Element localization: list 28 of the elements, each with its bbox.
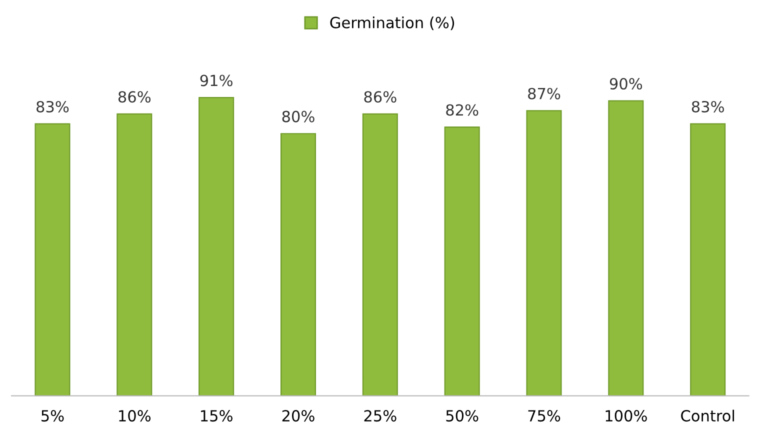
data-label: 90%: [610, 78, 642, 90]
x-tick-label: Control: [681, 410, 734, 422]
data-label: 83%: [692, 100, 724, 112]
data-label: 82%: [446, 104, 478, 116]
bar: [362, 113, 398, 396]
bar: [444, 126, 480, 396]
bar: [690, 123, 726, 396]
bar: [116, 113, 152, 396]
x-tick-label: 25%: [364, 410, 396, 422]
legend-label: Germination (%): [330, 16, 454, 30]
bar: [526, 110, 562, 396]
x-tick-label: 10%: [119, 410, 151, 422]
data-label: 80%: [282, 110, 314, 122]
x-tick-label: 100%: [606, 410, 647, 422]
x-tick-label: 15%: [201, 410, 232, 422]
bar: [608, 100, 644, 396]
data-label: 87%: [528, 88, 560, 100]
data-label: 83%: [36, 100, 69, 112]
data-label: 91%: [200, 74, 232, 86]
x-tick-label: 50%: [446, 410, 478, 422]
x-tick-label: 75%: [528, 410, 560, 422]
bar: [198, 97, 234, 396]
data-label: 86%: [364, 91, 396, 103]
data-label: 86%: [118, 91, 151, 103]
x-tick-label: 5%: [42, 410, 64, 422]
bar: [280, 133, 316, 396]
x-tick-label: 20%: [282, 410, 314, 422]
bar: [34, 123, 70, 396]
